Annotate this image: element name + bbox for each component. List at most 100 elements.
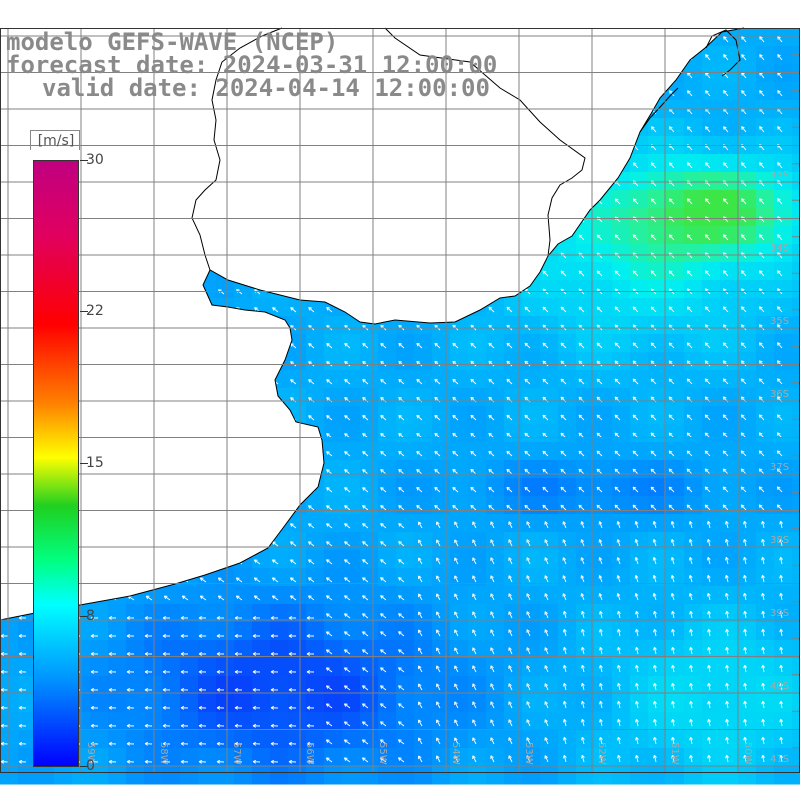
wind-arrow — [779, 664, 784, 673]
wind-cell — [738, 316, 757, 335]
wind-arrow — [198, 669, 207, 674]
wind-arrow — [380, 252, 387, 259]
wind-arrow — [128, 163, 135, 169]
wind-cell — [774, 586, 793, 605]
wind-arrow — [596, 270, 603, 277]
wind-cell — [792, 388, 800, 407]
wind-arrow — [472, 629, 477, 637]
wind-cell — [486, 388, 505, 407]
wind-arrow — [164, 145, 171, 151]
wind-cell — [360, 388, 379, 407]
wind-cell — [144, 262, 163, 281]
wind-arrow — [1, 235, 9, 241]
wind-cell — [162, 154, 181, 173]
wind-arrow — [236, 108, 243, 115]
wind-arrow — [18, 616, 27, 620]
wind-cell — [756, 262, 775, 281]
wind-cell — [198, 298, 217, 317]
wind-cell — [270, 676, 289, 695]
colorbar-unit: [m/s] — [37, 133, 75, 149]
wind-arrow — [707, 610, 711, 619]
wind-arrow — [344, 595, 351, 601]
wind-arrow — [743, 736, 748, 745]
wind-arrow — [759, 270, 765, 277]
wind-cell — [270, 244, 289, 263]
colorbar-tick — [80, 463, 88, 464]
wind-cell — [414, 334, 433, 353]
wind-cell — [612, 316, 631, 335]
wind-cell — [504, 586, 523, 605]
wind-cell — [774, 28, 793, 47]
wind-arrow — [706, 538, 711, 547]
wind-cell — [90, 118, 109, 137]
wind-cell — [504, 28, 523, 47]
wind-arrow — [199, 541, 207, 547]
wind-cell — [162, 316, 181, 335]
wind-cell — [234, 424, 253, 443]
wind-cell — [144, 118, 163, 137]
wind-arrow — [272, 199, 279, 205]
wind-arrow — [163, 343, 171, 349]
wind-cell — [378, 208, 397, 227]
wind-arrow — [704, 324, 711, 331]
wind-arrow — [326, 613, 333, 619]
wind-cell — [126, 496, 145, 515]
wind-cell — [288, 568, 307, 587]
wind-arrow — [235, 595, 243, 601]
wind-cell — [540, 334, 559, 353]
wind-arrow — [560, 216, 567, 223]
wind-cell — [648, 514, 667, 533]
wind-arrow — [270, 759, 279, 764]
wind-cell — [396, 298, 415, 317]
wind-cell — [522, 730, 541, 749]
wind-cell — [342, 190, 361, 209]
wind-cell — [522, 496, 541, 515]
wind-cell — [774, 748, 793, 767]
wind-cell — [468, 658, 487, 677]
wind-arrow — [272, 487, 279, 493]
wind-cell — [756, 172, 775, 191]
wind-cell — [792, 280, 800, 299]
wind-arrow — [452, 360, 459, 367]
wind-arrow — [560, 72, 567, 79]
wind-cell — [792, 496, 800, 515]
wind-cell — [396, 442, 415, 461]
wind-cell — [378, 244, 397, 263]
wind-arrow — [632, 270, 639, 277]
wind-arrow — [325, 667, 333, 673]
wind-cell — [360, 370, 379, 389]
wind-arrow — [725, 520, 729, 529]
wind-arrow — [344, 487, 351, 493]
wind-arrow — [488, 504, 495, 511]
wind-arrow — [526, 719, 531, 727]
wind-arrow — [758, 378, 765, 385]
wind-arrow — [254, 487, 261, 493]
wind-arrow — [362, 613, 369, 619]
wind-arrow — [506, 252, 513, 259]
wind-arrow — [635, 646, 639, 655]
wind-arrow — [452, 126, 459, 133]
wind-arrow — [740, 486, 747, 493]
wind-arrow — [163, 361, 171, 367]
wind-cell — [234, 352, 253, 371]
wind-arrow — [741, 90, 747, 97]
wind-cell — [612, 442, 631, 461]
wind-cell — [720, 334, 739, 353]
wind-cell — [450, 694, 469, 713]
wind-cell — [450, 442, 469, 461]
wind-arrow — [127, 577, 135, 583]
wind-cell — [342, 352, 361, 371]
wind-cell — [756, 298, 775, 317]
wind-cell — [198, 622, 217, 641]
wind-arrow — [380, 342, 387, 349]
wind-cell — [396, 622, 415, 641]
wind-arrow — [560, 54, 567, 61]
wind-cell — [414, 406, 433, 425]
wind-arrow — [163, 541, 171, 547]
wind-arrow — [542, 72, 549, 79]
wind-cell — [324, 622, 343, 641]
wind-arrow — [578, 306, 585, 313]
wind-arrow — [362, 667, 369, 673]
wind-cell — [234, 406, 253, 425]
wind-arrow — [687, 90, 693, 97]
